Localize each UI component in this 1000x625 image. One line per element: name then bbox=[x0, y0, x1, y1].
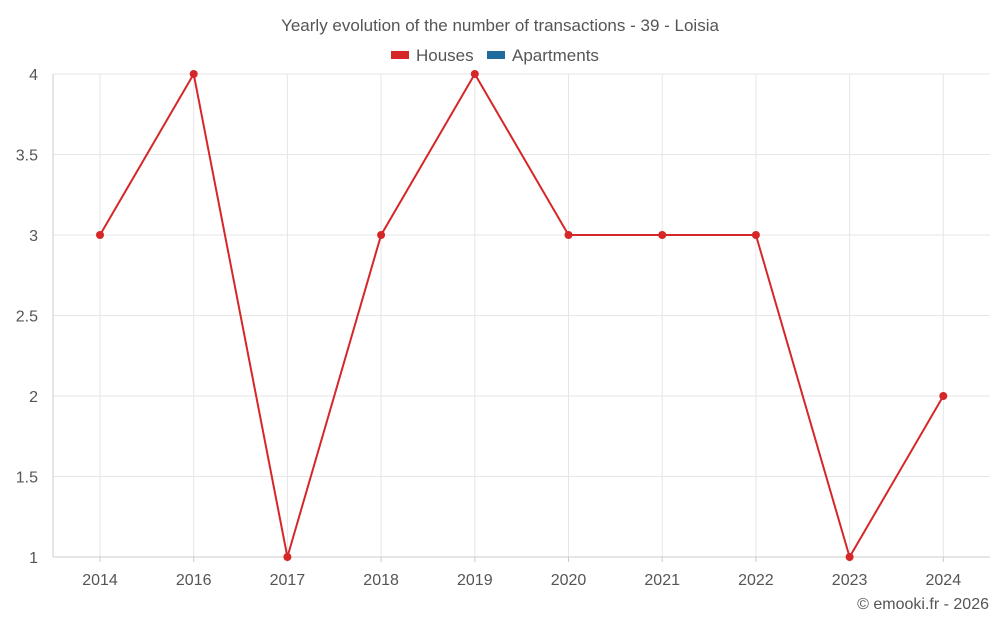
legend: Houses Apartments bbox=[391, 46, 599, 65]
data-point-houses[interactable] bbox=[564, 231, 573, 239]
legend-label-houses: Houses bbox=[416, 46, 474, 65]
x-tick-label: 2022 bbox=[738, 572, 774, 589]
x-tick-label: 2018 bbox=[363, 572, 399, 589]
data-point-houses[interactable] bbox=[470, 70, 479, 78]
data-point-houses[interactable] bbox=[96, 231, 104, 239]
legend-swatch-apartments bbox=[487, 51, 505, 59]
y-tick-label: 1.5 bbox=[16, 470, 38, 487]
x-tick-label: 2014 bbox=[82, 572, 118, 589]
y-tick-label: 2 bbox=[29, 389, 38, 406]
axes: 1 1.5 2 2.5 3 3.5 4 2014 2016 2017 2018 2019 2020 202… bbox=[16, 67, 990, 589]
legend-label-apartments: Apartments bbox=[512, 46, 599, 65]
data-point-houses[interactable] bbox=[283, 553, 292, 561]
chart-title: Yearly evolution of the number of transa… bbox=[281, 16, 719, 35]
x-tick-label: 2017 bbox=[270, 572, 306, 589]
y-tick-label: 2.5 bbox=[16, 309, 38, 326]
series-line-houses bbox=[99, 73, 945, 558]
y-tick-label: 3 bbox=[29, 228, 38, 245]
x-tick-label: 2016 bbox=[176, 572, 212, 589]
data-point-houses[interactable] bbox=[751, 231, 760, 239]
legend-swatch-houses bbox=[391, 51, 409, 59]
y-tick-label: 1 bbox=[29, 550, 38, 567]
credit-text: © emooki.fr - 2026 bbox=[857, 596, 989, 613]
data-point-houses[interactable] bbox=[658, 231, 667, 239]
x-tick-label: 2024 bbox=[926, 572, 962, 589]
y-tick-label: 4 bbox=[29, 67, 38, 84]
x-tick-label: 2021 bbox=[644, 572, 680, 589]
y-tick-label: 3.5 bbox=[16, 148, 38, 165]
data-point-houses[interactable] bbox=[939, 392, 948, 400]
legend-item-houses[interactable]: Houses bbox=[391, 46, 474, 65]
x-tick-label: 2020 bbox=[551, 572, 587, 589]
legend-item-apartments[interactable]: Apartments bbox=[487, 46, 599, 65]
data-point-houses[interactable] bbox=[377, 231, 386, 239]
x-tick-label: 2019 bbox=[457, 572, 493, 589]
gridlines bbox=[53, 73, 990, 557]
data-point-houses[interactable] bbox=[189, 70, 198, 78]
data-point-houses[interactable] bbox=[845, 553, 854, 561]
series bbox=[96, 70, 948, 561]
x-tick-label: 2023 bbox=[832, 572, 868, 589]
